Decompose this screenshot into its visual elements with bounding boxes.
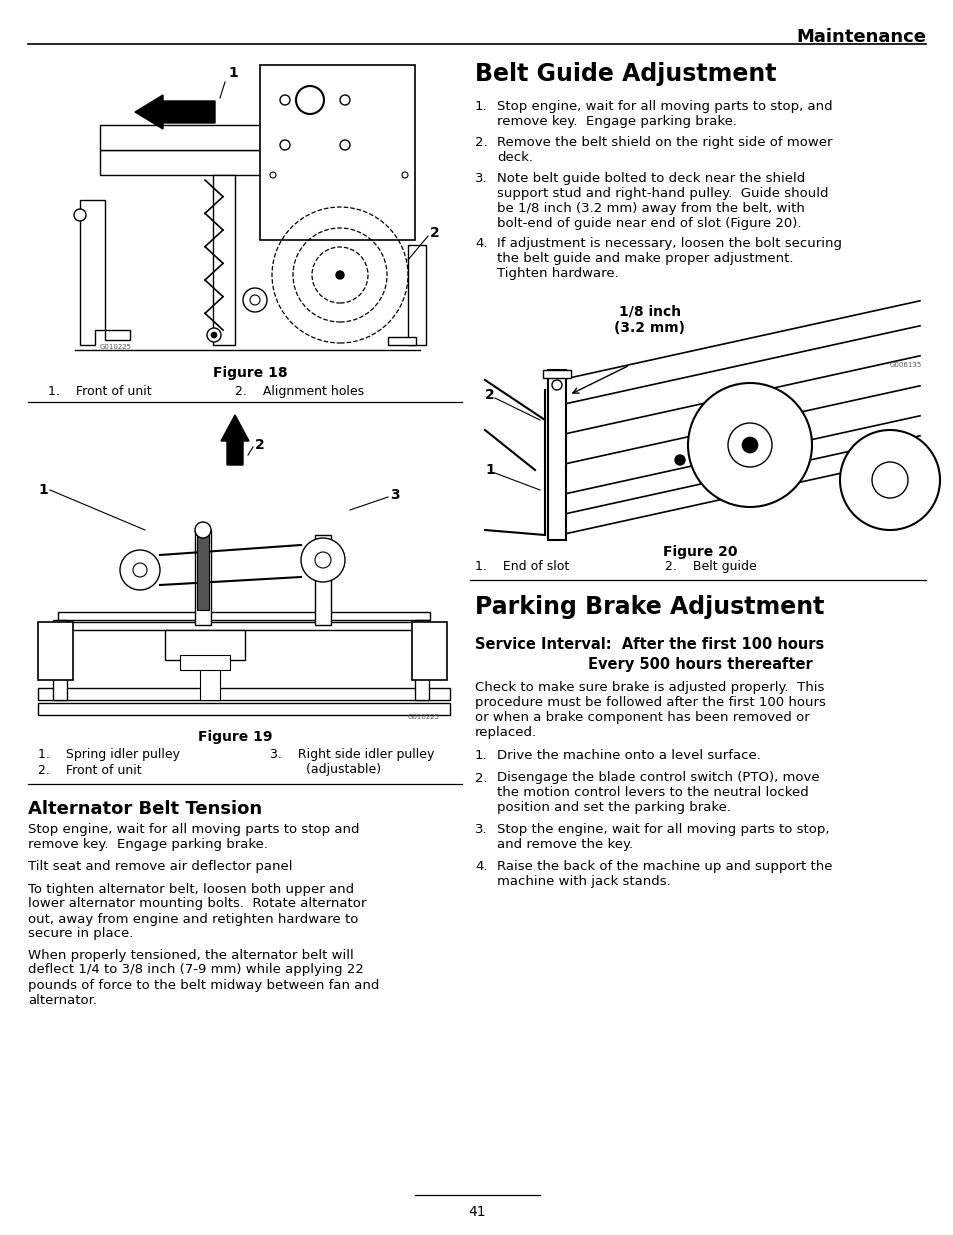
Text: Service Interval:  After the first 100 hours: Service Interval: After the first 100 ho…	[475, 637, 823, 652]
Text: 1/8 inch
(3.2 mm): 1/8 inch (3.2 mm)	[614, 305, 685, 335]
Text: 1: 1	[38, 483, 48, 496]
Text: Alternator Belt Tension: Alternator Belt Tension	[28, 800, 262, 818]
Bar	[547, 370, 565, 540]
Bar	[200, 664, 220, 700]
Text: Tilt seat and remove air deflector panel: Tilt seat and remove air deflector panel	[28, 860, 293, 873]
Bar	[314, 535, 331, 625]
Bar	[100, 125, 270, 149]
Text: 1.    Spring idler pulley: 1. Spring idler pulley	[38, 748, 180, 761]
Text: Figure 18: Figure 18	[213, 366, 287, 380]
Text: 1.: 1.	[475, 748, 487, 762]
Polygon shape	[80, 200, 130, 345]
Bar	[412, 622, 447, 680]
Text: 41: 41	[468, 1205, 485, 1219]
Bar	[196, 535, 209, 610]
Circle shape	[741, 437, 758, 453]
Text: Disengage the blade control switch (PTO), move
the motion control levers to the : Disengage the blade control switch (PTO)…	[497, 772, 819, 815]
Text: 2.    Front of unit: 2. Front of unit	[38, 764, 141, 777]
Circle shape	[250, 295, 260, 305]
Text: G010225: G010225	[100, 345, 132, 350]
Bar	[53, 620, 67, 700]
Bar	[58, 622, 430, 630]
Bar	[542, 370, 571, 378]
Circle shape	[280, 95, 290, 105]
Circle shape	[120, 550, 160, 590]
Circle shape	[243, 288, 267, 312]
Circle shape	[727, 424, 771, 467]
Bar	[194, 530, 211, 625]
Circle shape	[211, 332, 216, 338]
Bar	[38, 703, 450, 715]
Text: 3.: 3.	[475, 172, 487, 185]
Bar	[180, 655, 230, 671]
Bar	[415, 620, 429, 700]
Text: Stop the engine, wait for all moving parts to stop,
and remove the key.: Stop the engine, wait for all moving par…	[497, 823, 828, 851]
Text: 2: 2	[430, 226, 439, 240]
Text: 2.: 2.	[475, 772, 487, 784]
Circle shape	[840, 430, 939, 530]
Circle shape	[301, 538, 345, 582]
Text: When properly tensioned, the alternator belt will
deflect 1/4 to 3/8 inch (7-9 m: When properly tensioned, the alternator …	[28, 948, 379, 1007]
Text: Raise the back of the machine up and support the
machine with jack stands.: Raise the back of the machine up and sup…	[497, 860, 832, 888]
Text: 1.: 1.	[475, 100, 487, 112]
Text: Note belt guide bolted to deck near the shield
support stud and right-hand pulle: Note belt guide bolted to deck near the …	[497, 172, 827, 230]
Circle shape	[270, 172, 275, 178]
Text: Stop engine, wait for all moving parts to stop and
remove key.  Engage parking b: Stop engine, wait for all moving parts t…	[28, 823, 359, 851]
Text: 2.    Belt guide: 2. Belt guide	[664, 559, 756, 573]
Circle shape	[871, 462, 907, 498]
Circle shape	[295, 86, 324, 114]
Circle shape	[687, 383, 811, 508]
Text: 2: 2	[254, 438, 265, 452]
Text: 1.    End of slot: 1. End of slot	[475, 559, 569, 573]
Text: 3: 3	[390, 488, 399, 501]
Text: Parking Brake Adjustment: Parking Brake Adjustment	[475, 595, 823, 619]
Text: Figure 20: Figure 20	[662, 545, 737, 559]
Bar	[388, 337, 416, 345]
Circle shape	[132, 563, 147, 577]
Circle shape	[207, 329, 221, 342]
Text: G006135: G006135	[889, 362, 921, 368]
Text: 4.: 4.	[475, 237, 487, 249]
Text: 1.    Front of unit: 1. Front of unit	[48, 385, 152, 398]
Bar	[38, 688, 450, 700]
Circle shape	[314, 552, 331, 568]
Circle shape	[552, 380, 561, 390]
Bar	[213, 175, 234, 345]
Text: If adjustment is necessary, loosen the bolt securing
the belt guide and make pro: If adjustment is necessary, loosen the b…	[497, 237, 841, 280]
Text: 1: 1	[484, 463, 495, 477]
Text: Maintenance: Maintenance	[795, 28, 925, 46]
Bar	[165, 630, 245, 659]
Circle shape	[280, 140, 290, 149]
Bar	[58, 613, 430, 620]
FancyArrow shape	[221, 415, 249, 466]
Text: 4.: 4.	[475, 860, 487, 873]
Text: G010225: G010225	[408, 714, 439, 720]
Text: Check to make sure brake is adjusted properly.  This
procedure must be followed : Check to make sure brake is adjusted pro…	[475, 680, 825, 739]
FancyArrow shape	[135, 95, 214, 128]
Text: Belt Guide Adjustment: Belt Guide Adjustment	[475, 62, 776, 86]
Circle shape	[339, 140, 350, 149]
Bar	[408, 245, 426, 345]
Text: Every 500 hours thereafter: Every 500 hours thereafter	[587, 657, 812, 672]
Bar	[38, 622, 73, 680]
Circle shape	[335, 270, 344, 279]
Text: Remove the belt shield on the right side of mower
deck.: Remove the belt shield on the right side…	[497, 136, 832, 164]
Bar	[100, 149, 270, 175]
Text: Figure 19: Figure 19	[197, 730, 272, 743]
Circle shape	[675, 454, 684, 466]
Text: Stop engine, wait for all moving parts to stop, and
remove key.  Engage parking : Stop engine, wait for all moving parts t…	[497, 100, 832, 128]
Text: 3.: 3.	[475, 823, 487, 836]
Text: Drive the machine onto a level surface.: Drive the machine onto a level surface.	[497, 748, 760, 762]
Circle shape	[194, 522, 211, 538]
Text: 2.: 2.	[475, 136, 487, 149]
Bar	[260, 65, 415, 240]
Text: 3.    Right side idler pulley
         (adjustable): 3. Right side idler pulley (adjustable)	[270, 748, 434, 776]
Circle shape	[74, 209, 86, 221]
Text: 1: 1	[228, 65, 237, 80]
Text: 2.    Alignment holes: 2. Alignment holes	[234, 385, 364, 398]
Circle shape	[401, 172, 408, 178]
Text: To tighten alternator belt, loosen both upper and
lower alternator mounting bolt: To tighten alternator belt, loosen both …	[28, 883, 366, 941]
Circle shape	[339, 95, 350, 105]
Text: 2: 2	[484, 388, 495, 403]
